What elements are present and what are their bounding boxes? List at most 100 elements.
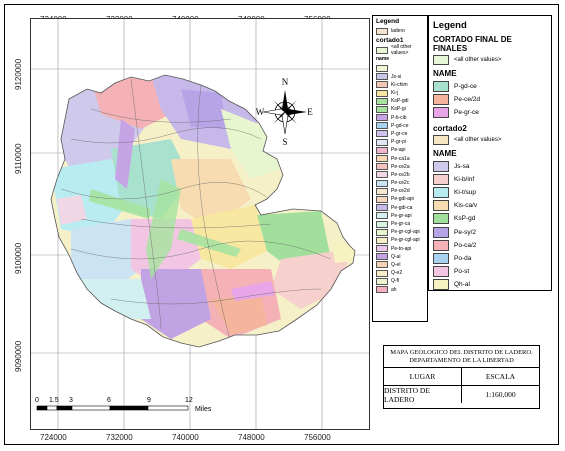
legend-label: Pe-gdi-ca <box>391 204 413 211</box>
legend-item <box>376 64 424 72</box>
legend-item: Pe-gr-cgl-api <box>376 236 424 244</box>
scale-unit: Miles <box>195 406 212 413</box>
district-boundary <box>50 74 356 348</box>
legend-small-items: Js-si Ki-chim Ki-j KsP-gdi KsP-gi P-ti-cib P-g… <box>373 64 427 294</box>
legend-label: Po-da <box>454 254 472 262</box>
legend-item: Pe-gr-cgl-api <box>376 228 424 236</box>
legend-swatch <box>433 200 449 212</box>
legend-label: <all other values> <box>454 136 502 143</box>
place-header: LUGAR <box>409 372 436 381</box>
legend-item: Po-st <box>433 265 547 278</box>
legend-small-other: <all other values> <box>376 44 424 57</box>
legend-swatch <box>433 266 449 278</box>
left-tick-3: 9100000 <box>14 242 23 274</box>
north-arrow: N S E W <box>256 76 314 147</box>
legend-swatch <box>433 252 449 264</box>
south-label: S <box>282 137 287 146</box>
place-value: DISTRITO DE LADERO <box>384 385 430 404</box>
legend-main-title: Legend <box>433 20 467 31</box>
legend-label: Pe-gr-ce <box>454 109 479 117</box>
legend-item: KsP-gi <box>376 105 424 113</box>
legend-label: Ki-t/sup <box>454 189 477 197</box>
legend-swatch <box>376 114 388 122</box>
legend-label: <all other values> <box>391 44 412 57</box>
legend-label: Q-el <box>391 261 401 268</box>
left-tick-2: 9110000 <box>14 143 23 174</box>
legend-swatch <box>376 171 388 179</box>
legend-swatch <box>376 155 388 163</box>
geologic-units <box>51 75 355 347</box>
legend-swatch <box>433 94 449 106</box>
legend-item: KsP-gd <box>433 212 547 225</box>
legend-item: P-gr-ce <box>376 130 424 138</box>
legend-label: Pe-ce2d <box>391 188 410 195</box>
legend-swatch <box>376 27 388 35</box>
bottom-tick-4: 748000 <box>238 433 265 442</box>
legend-layer1-name: CORTADO FINAL DE FINALES <box>433 35 512 53</box>
left-tick-4: 9090000 <box>14 340 23 372</box>
legend-item: Pe-ce2d <box>376 187 424 195</box>
legend-item: Pe-gr-api <box>376 212 424 220</box>
legend-label: Ki-j <box>391 90 399 97</box>
legend-label: ah <box>391 286 397 293</box>
legend-item: Pe-gr-ce <box>433 106 547 119</box>
legend-label: Js-sa <box>454 162 470 170</box>
legend-item: Kis-ca/v <box>433 199 547 212</box>
legend-label: P-ti-cib <box>391 114 407 121</box>
west-label: W <box>256 107 265 117</box>
legend-swatch <box>433 173 449 185</box>
legend-item: Pe-ce2a <box>376 163 424 171</box>
legend-item: Pe-ce/2d <box>433 93 547 106</box>
legend-item: P-gd-ce <box>376 122 424 130</box>
bottom-tick-5: 756000 <box>304 433 331 442</box>
scale-bar: 0 1.5 3 6 9 12 Miles <box>35 393 225 422</box>
legend-small-title: Legend <box>376 18 400 25</box>
legend-item: Po-da <box>433 252 547 265</box>
legend-swatch <box>376 228 388 236</box>
legend-label: Pe-ce2c <box>391 180 410 187</box>
legend-label: Pe-gr-api <box>391 212 412 219</box>
legend-label: P-gd-ce <box>454 83 477 91</box>
legend-swatch <box>376 138 388 146</box>
legend-item: Pe-to-api <box>376 245 424 253</box>
legend-small-field: name <box>376 56 390 63</box>
scale-label-0: 0 <box>35 397 39 404</box>
legend-swatch <box>376 269 388 277</box>
legend-label: Pe-gr-cgl-api <box>391 229 420 236</box>
legend-item: P-gd-ce <box>433 80 547 93</box>
legend-label: Pe-sy/2 <box>454 228 477 236</box>
legend-item: ah <box>376 285 424 294</box>
legend-item: Q-al <box>376 253 424 261</box>
east-label: E <box>307 107 313 117</box>
scale-label-1: 1.5 <box>49 397 59 404</box>
legend-label: Pe-ce2a <box>391 163 410 170</box>
legend-label: Pe-gr-cgl-api <box>391 237 420 244</box>
legend-swatch <box>376 245 388 253</box>
legend-small: Legend ladero cortado1 <all other values… <box>372 15 428 322</box>
left-tick-1: 9120000 <box>14 58 23 90</box>
legend-swatch <box>376 46 388 54</box>
map-window[interactable] <box>30 18 370 430</box>
legend-label: Pe-gdi-api <box>391 196 414 203</box>
legend-label: Pe-ce/2d <box>454 96 481 104</box>
legend-label: Ki-b/inf <box>454 175 475 183</box>
legend-swatch <box>433 55 449 65</box>
legend-swatch <box>376 277 388 285</box>
legend-layer2-other: <all other values> <box>433 134 547 145</box>
legend-item: Pe-gr-ca <box>376 220 424 228</box>
legend-label: Pe-to-api <box>391 245 412 252</box>
legend-label: Q-e2 <box>391 270 403 277</box>
legend-swatch <box>376 187 388 195</box>
legend-layer1-field: NAME <box>433 69 457 78</box>
legend-swatch <box>433 226 449 238</box>
legend-swatch <box>376 261 388 269</box>
legend-item: Ki-j <box>376 89 424 97</box>
legend-swatch <box>433 81 449 93</box>
legend-label: ladero <box>391 28 405 35</box>
legend-layer1-items: P-gd-ce Pe-ce/2d Pe-gr-ce <box>429 80 551 120</box>
legend-item: Pe-ce2b <box>376 171 424 179</box>
legend-small-layer1-item: ladero <box>376 27 424 35</box>
legend-swatch <box>433 187 449 199</box>
legend-main: Legend CORTADO FINAL DE FINALES <all oth… <box>428 15 552 291</box>
legend-label: Pe-ce2b <box>391 171 410 178</box>
